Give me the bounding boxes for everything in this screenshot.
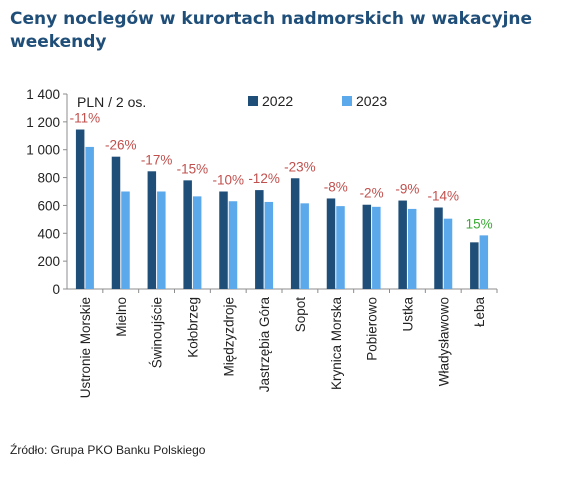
bar-2022 — [470, 242, 479, 289]
bar-2023 — [372, 206, 381, 289]
bar-2023 — [300, 203, 309, 289]
bar-2023 — [228, 201, 238, 289]
bar-2022 — [434, 207, 443, 289]
change-label: -9% — [395, 182, 419, 197]
legend: 2022 2023 — [248, 93, 387, 109]
bar-2022 — [183, 180, 192, 289]
bar-2023 — [85, 146, 94, 289]
change-label: -8% — [324, 179, 348, 194]
change-labels: -11% -26% -17% -15%-10% -12% -23% -8% -2% -9% -14… — [70, 111, 493, 232]
bar-2022 — [398, 200, 407, 289]
source-note: Źródło: Grupa PKO Banku Polskiego — [10, 443, 206, 457]
bar-2022 — [290, 178, 300, 289]
legend-label-2022: 2022 — [262, 93, 293, 109]
y-tick-label: 800 — [37, 171, 60, 186]
change-label: 15% — [466, 216, 493, 231]
change-label: -2% — [360, 186, 384, 201]
bar-2022 — [147, 171, 157, 289]
change-label: -12% — [248, 171, 280, 186]
category-label: Kołobrzeg — [185, 297, 200, 358]
bar-2023 — [479, 235, 489, 289]
category-label: Władysławowo — [436, 297, 451, 386]
y-tick-labels: 0 200 400 600 800 1 000 1 200 1 400 — [26, 87, 60, 297]
y-tick-label: 1 000 — [26, 143, 60, 158]
bar-2022 — [362, 204, 372, 289]
bar-2023 — [336, 206, 345, 289]
y-tick-label: 200 — [37, 254, 60, 269]
bar-2023 — [192, 196, 202, 289]
axes — [63, 93, 498, 293]
bar-2023 — [407, 208, 417, 289]
change-label: -11% — [70, 111, 101, 126]
bar-2023 — [157, 191, 166, 289]
legend-label-2023: 2023 — [356, 93, 387, 109]
y-tick-label: 1 200 — [26, 115, 60, 130]
bar-2023 — [121, 191, 130, 289]
category-label: Mielno — [114, 297, 129, 337]
change-label: -17% — [141, 152, 173, 167]
legend-swatch-2023 — [342, 96, 352, 106]
category-label: Międzyzdroje — [221, 297, 236, 377]
y-tick-label: 400 — [37, 226, 60, 241]
category-label: Świnoujście — [150, 297, 165, 368]
bar-2022 — [219, 191, 228, 289]
change-label: -10% — [212, 173, 244, 188]
category-label: Krynica Morska — [329, 297, 344, 391]
unit-label: PLN / 2 os. — [77, 94, 146, 110]
category-label: Pobierowo — [365, 297, 380, 361]
y-tick-label: 600 — [37, 198, 60, 213]
y-tick-label: 1 400 — [26, 87, 60, 102]
chart-title: Ceny noclegów w kurortach nadmorskich w … — [10, 9, 533, 52]
change-label: -23% — [284, 159, 316, 174]
category-label: Łeba — [472, 297, 487, 328]
bar-2022 — [255, 190, 264, 289]
category-label: Ustronie Morskie — [78, 297, 93, 398]
bars — [75, 129, 489, 289]
bar-2023 — [443, 218, 453, 289]
category-label: Jastrzębia Góra — [257, 297, 272, 393]
category-labels: Ustronie Morskie Mielno Świnoujście Kołobrz… — [78, 297, 487, 399]
change-label: -14% — [427, 189, 459, 204]
category-label: Ustka — [400, 297, 415, 332]
bar-2023 — [264, 201, 274, 289]
change-label: -15% — [177, 161, 209, 176]
legend-swatch-2022 — [248, 96, 258, 106]
bar-2022 — [111, 156, 121, 289]
y-tick-label: 0 — [52, 282, 60, 297]
bar-2022 — [326, 198, 336, 289]
bar-2022 — [75, 129, 85, 289]
change-label: -26% — [105, 138, 137, 153]
category-label: Sopot — [293, 297, 308, 333]
